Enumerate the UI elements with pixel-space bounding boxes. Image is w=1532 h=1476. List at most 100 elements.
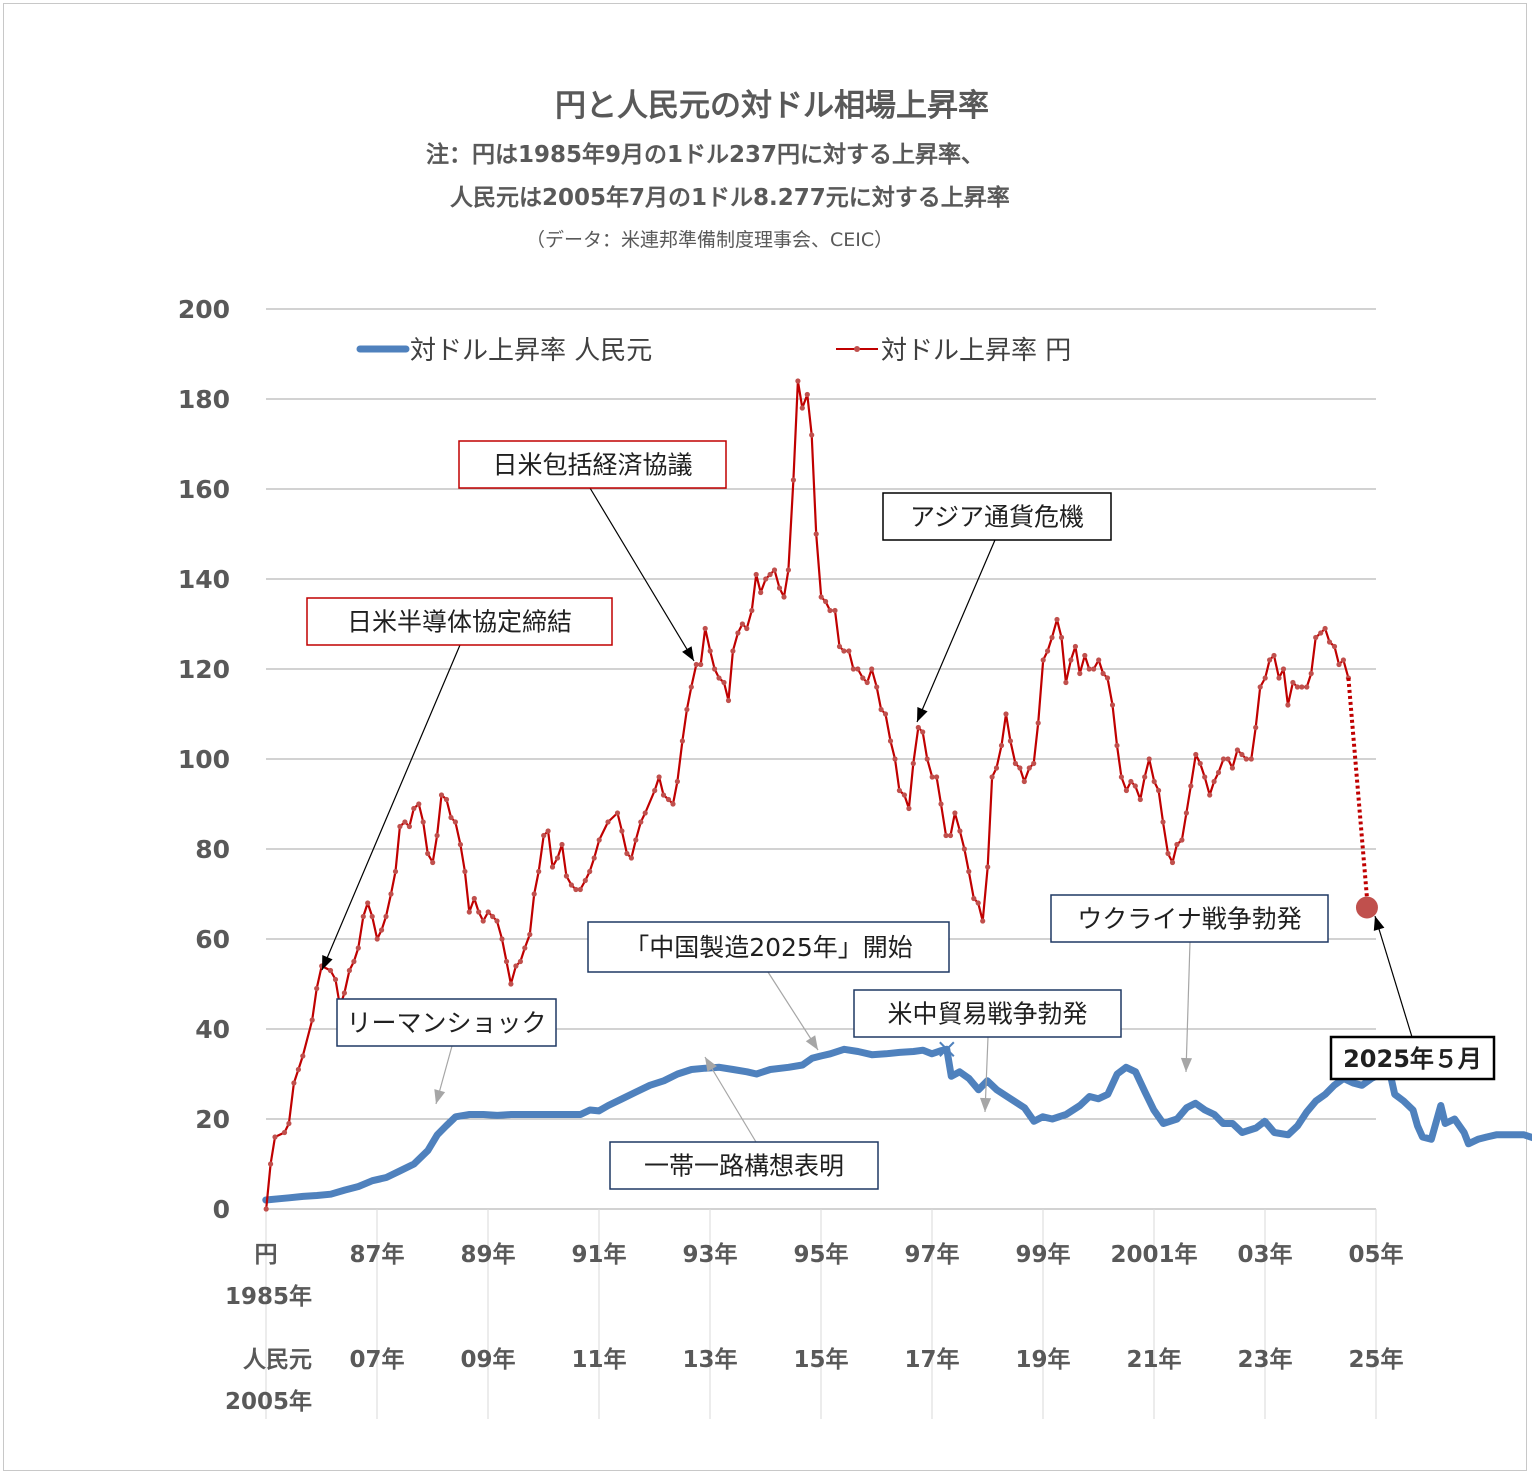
data-point-yen bbox=[957, 828, 963, 834]
data-point-yen bbox=[1118, 774, 1124, 780]
data-point-yen bbox=[573, 886, 579, 893]
x-tick-label-yuan: 07年 bbox=[349, 1346, 404, 1373]
annotation-arrowhead bbox=[805, 1035, 818, 1050]
data-point-yen bbox=[300, 1053, 306, 1059]
data-point-yen bbox=[656, 774, 662, 780]
data-point-yen bbox=[1211, 778, 1217, 785]
data-point-yen bbox=[846, 648, 852, 654]
legend: 対ドル上昇率 人民元 対ドル上昇率 円 bbox=[356, 336, 1071, 366]
data-point-yen bbox=[466, 909, 472, 915]
data-point-yen bbox=[901, 792, 908, 798]
data-point-yen bbox=[577, 886, 583, 893]
annotation-box bbox=[336, 998, 557, 1047]
annotation-arrowhead bbox=[917, 707, 928, 722]
data-point-yen bbox=[1243, 756, 1249, 762]
x-tick-label-yuan: 15年 bbox=[793, 1346, 848, 1373]
data-point-yen bbox=[763, 576, 769, 582]
annotation-label: 一帯一路構想表明 bbox=[644, 1152, 844, 1181]
gridlines bbox=[266, 308, 1376, 1210]
data-point-yen bbox=[1257, 684, 1263, 690]
data-point-yen bbox=[531, 891, 537, 897]
data-point-yen bbox=[1179, 837, 1185, 843]
data-point-yen bbox=[781, 594, 787, 600]
data-point-yen bbox=[1193, 751, 1199, 758]
data-point-yen bbox=[314, 985, 320, 992]
data-point-yen bbox=[536, 868, 542, 875]
data-point-yen bbox=[730, 648, 736, 654]
data-point-yen bbox=[985, 864, 991, 870]
data-point-yen bbox=[360, 913, 366, 920]
data-point-yen bbox=[860, 675, 866, 681]
y-tick-label: 160 bbox=[178, 475, 230, 504]
annotation-label: 米中貿易戦争勃発 bbox=[887, 1000, 1087, 1029]
data-point-yen bbox=[508, 981, 514, 987]
data-point-yen bbox=[971, 895, 977, 902]
data-point-yen bbox=[1137, 796, 1143, 803]
annotation-box bbox=[587, 921, 950, 973]
legend-marker-yen bbox=[854, 346, 860, 352]
data-point-yen bbox=[1132, 783, 1138, 789]
data-point-yen bbox=[355, 945, 361, 951]
data-point-yen bbox=[1229, 765, 1235, 771]
data-point-yen bbox=[1063, 679, 1069, 686]
data-point-yen bbox=[480, 918, 486, 924]
data-point-yen bbox=[369, 913, 375, 920]
data-point-yen bbox=[476, 909, 482, 915]
annotation-box bbox=[882, 492, 1112, 541]
annotation-arrowhead bbox=[1373, 916, 1385, 931]
data-point-yen bbox=[920, 729, 926, 735]
data-point-yen bbox=[1040, 657, 1046, 663]
data-point-yen bbox=[850, 666, 857, 672]
data-point-yen bbox=[563, 873, 570, 879]
legend-label-yen: 対ドル上昇率 円 bbox=[881, 336, 1071, 366]
annotation-label: 日米包括経済協議 bbox=[492, 451, 692, 480]
data-point-yen bbox=[1026, 765, 1032, 771]
data-point-yen bbox=[1045, 648, 1051, 654]
data-point-yen bbox=[1174, 841, 1180, 848]
data-point-yen bbox=[1183, 810, 1189, 816]
data-point-yen bbox=[582, 877, 588, 884]
x-tick-label-yuan: 13年 bbox=[682, 1346, 737, 1373]
data-point-yen bbox=[771, 567, 778, 573]
data-point-yen bbox=[1058, 634, 1065, 641]
data-point-yen bbox=[1299, 684, 1305, 690]
x-tick-label-yen: 91年 bbox=[571, 1241, 626, 1268]
plot-series bbox=[262, 378, 1532, 1212]
data-point-yen bbox=[1086, 666, 1092, 672]
data-point-yen bbox=[633, 837, 639, 843]
data-point-yen bbox=[1109, 702, 1116, 708]
data-point-yen bbox=[1220, 756, 1227, 762]
data-point-yen bbox=[652, 787, 658, 794]
data-point-yen bbox=[975, 900, 981, 906]
data-point-yen bbox=[1142, 774, 1148, 780]
data-point-yen bbox=[952, 810, 958, 816]
data-point-yen bbox=[1100, 670, 1106, 677]
data-point-yen bbox=[425, 850, 431, 857]
x-tick-label-yuan: 17年 bbox=[904, 1346, 959, 1373]
data-point-yen bbox=[1234, 747, 1240, 753]
x-row-label-yuan: 人民元 bbox=[243, 1347, 312, 1373]
data-point-yen bbox=[892, 756, 898, 762]
data-point-yen bbox=[638, 819, 644, 825]
x-tick-label-yen: 97年 bbox=[904, 1241, 959, 1268]
data-point-yen bbox=[596, 837, 602, 843]
legend-label-yuan: 対ドル上昇率 人民元 bbox=[410, 336, 652, 366]
annotation-box bbox=[458, 440, 727, 489]
annotation-arrowhead bbox=[322, 955, 333, 970]
annotation-label: 「中国製造2025年」開始 bbox=[624, 933, 913, 962]
y-tick-label: 20 bbox=[195, 1105, 230, 1134]
data-point-yen bbox=[1197, 760, 1203, 767]
data-point-yen bbox=[1313, 634, 1319, 641]
x-tick-label-yen: 2001年 bbox=[1110, 1241, 1197, 1268]
annotation-label: アジア通貨危機 bbox=[910, 503, 1084, 532]
data-point-yen bbox=[1304, 684, 1310, 690]
data-point-yen bbox=[462, 868, 468, 875]
data-point-yen bbox=[494, 918, 500, 924]
chart-title: 円と人民元の対ドル相場上昇率 bbox=[555, 88, 989, 124]
data-point-yen bbox=[679, 738, 686, 744]
data-point-yen bbox=[499, 936, 505, 942]
y-tick-label: 200 bbox=[178, 295, 230, 324]
data-point-yen bbox=[1077, 670, 1083, 677]
